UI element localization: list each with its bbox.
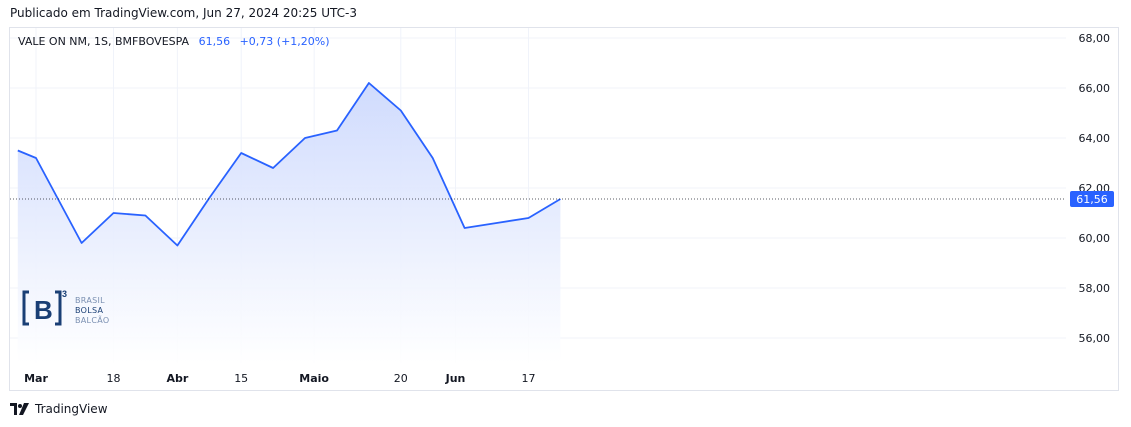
symbol-label[interactable]: VALE ON NM, 1S, BMFBOVESPA xyxy=(18,35,190,48)
last-price-label xyxy=(1070,191,1114,207)
series-group xyxy=(17,82,561,363)
x-tick-label: Jun xyxy=(445,372,466,385)
chart-frame xyxy=(9,27,1119,391)
b3-word-brasil: BRASIL xyxy=(75,296,105,305)
series-line xyxy=(17,82,561,247)
tradingview-logo-icon xyxy=(10,403,29,415)
x-tick-label: Mar xyxy=(24,372,48,385)
y-tick-label: 60,00 xyxy=(1079,232,1111,245)
series-area xyxy=(17,83,561,363)
y-tick-label: 68,00 xyxy=(1079,32,1111,45)
x-tick-label: 17 xyxy=(521,372,535,385)
chart-legend: VALE ON NM, 1S, BMFBOVESPA 61,56 +0,73 (… xyxy=(18,35,330,48)
last-price: 61,56 xyxy=(198,35,231,48)
svg-text:B: B xyxy=(34,295,53,325)
y-tick-label: 66,00 xyxy=(1079,82,1111,95)
x-tick-label: Abr xyxy=(166,372,188,385)
svg-text:3: 3 xyxy=(62,289,67,299)
x-axis: Mar 18 Abr 15 Maio 20 Jun 17 xyxy=(24,372,535,385)
published-timestamp: Publicado em TradingView.com, Jun 27, 20… xyxy=(10,6,357,20)
x-tick-label: 20 xyxy=(394,372,408,385)
x-tick-label: Maio xyxy=(299,372,329,385)
b3-word-bolsa: BOLSA xyxy=(75,306,104,315)
tradingview-wordmark: TradingView xyxy=(35,402,108,416)
x-tick-label: 15 xyxy=(234,372,248,385)
price-change: +0,73 (+1,20%) xyxy=(239,35,330,48)
last-price-label-text: 61,56 xyxy=(1076,193,1108,206)
y-tick-label: 58,00 xyxy=(1079,282,1111,295)
x-tick-label: 18 xyxy=(107,372,121,385)
last-price-label-group: 61,56 xyxy=(10,191,1114,207)
b3-word-balcao: BALCÃO xyxy=(75,316,110,325)
b3-watermark: B 3 BRASIL BOLSA BALCÃO xyxy=(21,288,121,328)
footer-brand[interactable]: TradingView xyxy=(10,402,108,416)
y-tick-label: 64,00 xyxy=(1079,132,1111,145)
y-tick-label: 56,00 xyxy=(1079,332,1111,345)
b3-logo-icon: B 3 xyxy=(22,289,67,326)
